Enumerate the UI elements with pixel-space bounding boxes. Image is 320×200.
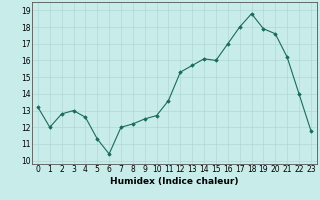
X-axis label: Humidex (Indice chaleur): Humidex (Indice chaleur) (110, 177, 239, 186)
